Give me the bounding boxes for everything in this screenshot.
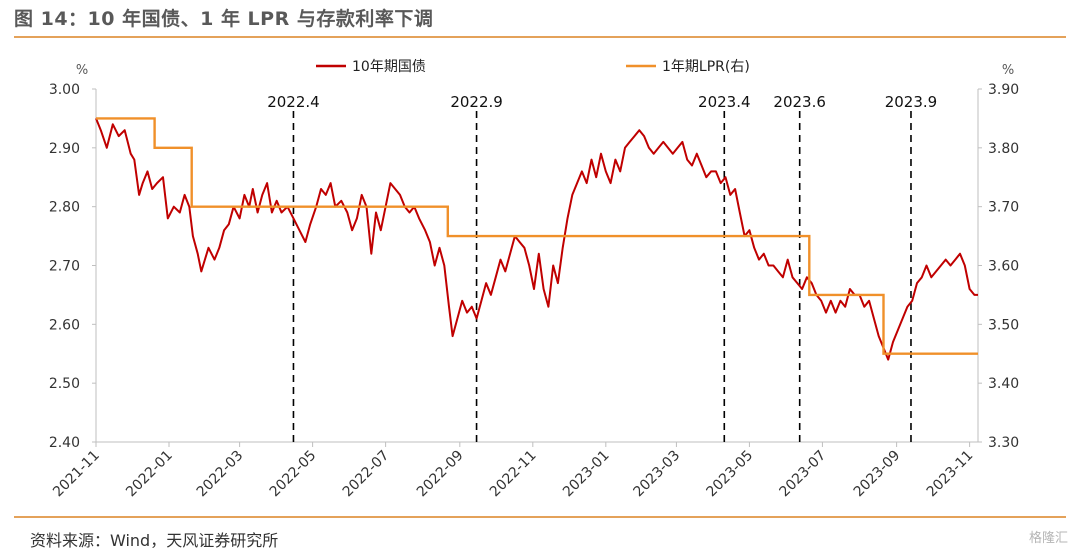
x-axis: 2021-11 2022-01 2022-03 2022-05 2022-07 2022-… (50, 442, 976, 500)
y-left-tick-label: 2.40 (49, 435, 80, 451)
event-label: 2023.9 (885, 93, 938, 111)
x-tick-label: 2023-09 (851, 448, 904, 501)
y-right-tick-label: 3.80 (988, 141, 1019, 157)
y-right-axis: % 3.30 3.40 3.50 3.60 3.70 3.80 3.90 (978, 63, 1019, 451)
y-right-unit: % (1002, 63, 1014, 78)
x-tick-label: 2022-09 (414, 448, 467, 501)
y-right-tick-label: 3.90 (988, 82, 1019, 98)
legend: 10年期国债 1年期LPR(右) (316, 59, 750, 75)
legend-label: 1年期LPR(右) (662, 59, 750, 75)
y-right-tick-label: 3.60 (988, 259, 1019, 275)
watermark: 格隆汇 (1028, 531, 1068, 546)
footer-rule (14, 516, 1066, 518)
y-left-tick-label: 2.70 (49, 259, 80, 275)
x-tick-label: 2022-03 (194, 448, 247, 501)
chart: % 2.40 2.50 2.60 2.70 2.80 2.90 3.00 % 3.30 3.40 3… (49, 59, 1019, 500)
y-left-tick-label: 2.90 (49, 141, 80, 157)
y-left-tick-label: 2.60 (49, 317, 80, 333)
y-right-tick-label: 3.40 (988, 376, 1019, 392)
y-left-tick-label: 2.80 (49, 200, 80, 216)
x-tick-label: 2023-01 (560, 448, 613, 501)
series-line-1y-lpr (96, 117, 978, 355)
figure-title: 图 14：10 年国债、1 年 LPR 与存款利率下调 (14, 8, 434, 30)
legend-label: 10年期国债 (352, 59, 426, 75)
x-tick-label: 2021-11 (50, 448, 103, 501)
y-right-tick-label: 3.70 (988, 200, 1019, 216)
y-right-tick-label: 3.30 (988, 435, 1019, 451)
x-tick-label: 2023-11 (924, 448, 977, 501)
event-label: 2022.4 (267, 93, 320, 111)
y-right-tick-label: 3.50 (988, 317, 1019, 333)
x-tick-label: 2022-11 (487, 448, 540, 501)
x-tick-label: 2022-01 (123, 448, 176, 501)
event-label: 2023.6 (773, 93, 826, 111)
x-tick-label: 2022-07 (340, 448, 393, 501)
y-left-unit: % (76, 63, 88, 78)
title-rule (14, 36, 1066, 38)
source-note: 资料来源：Wind，天风证券研究所 (30, 531, 279, 550)
event-label: 2023.4 (698, 93, 751, 111)
y-left-tick-label: 3.00 (49, 82, 80, 98)
x-tick-label: 2023-03 (631, 448, 684, 501)
event-label: 2022.9 (450, 93, 503, 111)
x-tick-label: 2022-05 (267, 448, 320, 501)
x-tick-label: 2023-05 (704, 448, 757, 501)
series-line-10y-bond (95, 118, 978, 361)
y-left-tick-label: 2.50 (49, 376, 80, 392)
series-layer (95, 117, 978, 361)
event-lines: 2022.4 2022.9 2023.4 2023.6 2023.9 (267, 93, 937, 442)
x-tick-label: 2023-07 (777, 448, 830, 501)
y-left-axis: % 2.40 2.50 2.60 2.70 2.80 2.90 3.00 (49, 63, 96, 451)
